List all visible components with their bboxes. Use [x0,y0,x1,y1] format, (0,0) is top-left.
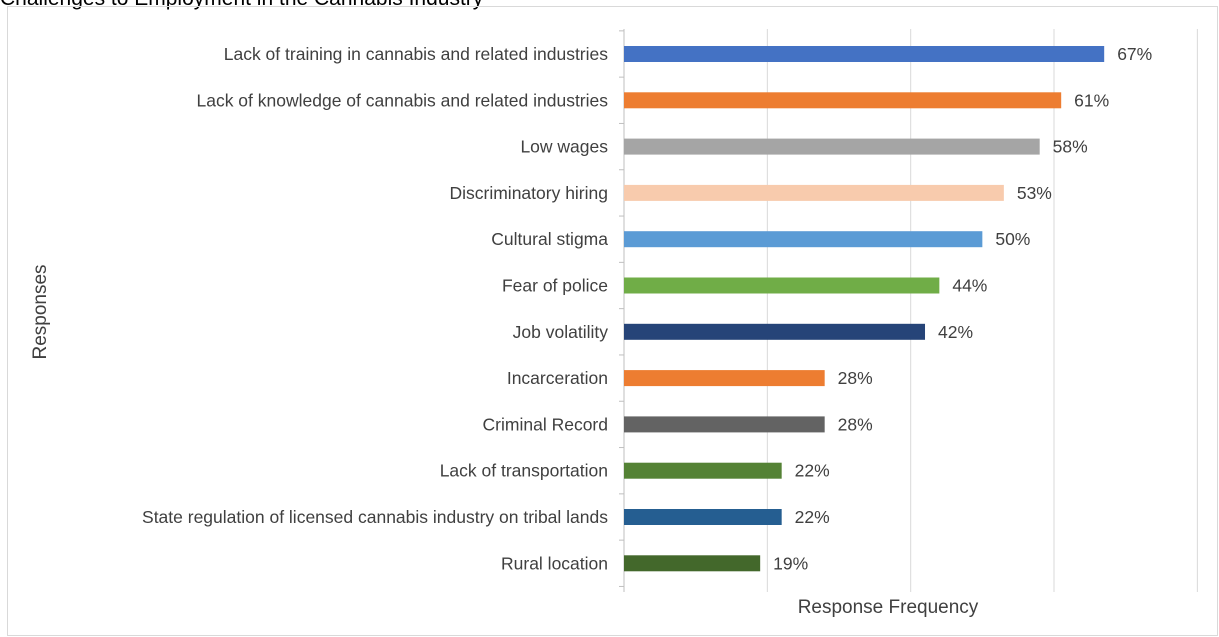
bar [624,370,825,387]
value-labels: 67% 61% 58% 53% 50% 44% 42% 28% 28% 22% 22% 19% [773,44,1152,573]
bar [624,277,940,294]
page-title: Challenges to Employment in the Cannabis… [0,0,483,11]
bar [624,509,782,525]
bar [624,323,926,340]
value-label: 28% [838,414,873,434]
value-label: 22% [795,461,830,481]
gridlines [766,29,1198,592]
y-axis-title: Responses [30,264,51,359]
bar [624,462,782,479]
category-label: Cultural stigma [491,229,608,249]
bar [624,416,825,433]
bar [624,184,1004,201]
category-label: Incarceration [507,368,608,388]
category-label: Rural location [501,553,608,573]
value-label: 22% [795,507,830,527]
value-label: 67% [1117,44,1152,64]
bars [624,46,1105,572]
value-label: 53% [1017,183,1052,203]
category-label: Low wages [520,137,608,157]
value-label: 42% [938,322,973,342]
value-label: 61% [1074,90,1109,110]
category-label: Discriminatory hiring [449,183,608,203]
category-label: Lack of knowledge of cannabis and relate… [196,90,608,110]
y-axis [619,29,625,592]
value-label: 50% [995,229,1030,249]
x-axis-title: Response Frequency [798,597,979,618]
value-label: 28% [838,368,873,388]
category-label: Lack of training in cannabis and related… [224,44,609,64]
bar-chart: Lack of training in cannabis and related… [30,29,1198,618]
bar [624,231,983,248]
category-label: Fear of police [502,276,608,296]
chart-frame: Lack of training in cannabis and related… [7,6,1218,636]
category-label: State regulation of licensed cannabis in… [142,507,608,527]
category-label: Job volatility [513,322,609,342]
value-label: 19% [773,553,808,573]
category-label: Criminal Record [483,414,608,434]
bar [624,46,1105,62]
bar [624,555,761,572]
value-label: 58% [1053,137,1088,157]
category-labels: Lack of training in cannabis and related… [142,44,608,573]
value-label: 44% [952,276,987,296]
bar [624,92,1062,109]
bar [624,138,1040,155]
category-label: Lack of transportation [440,461,608,481]
